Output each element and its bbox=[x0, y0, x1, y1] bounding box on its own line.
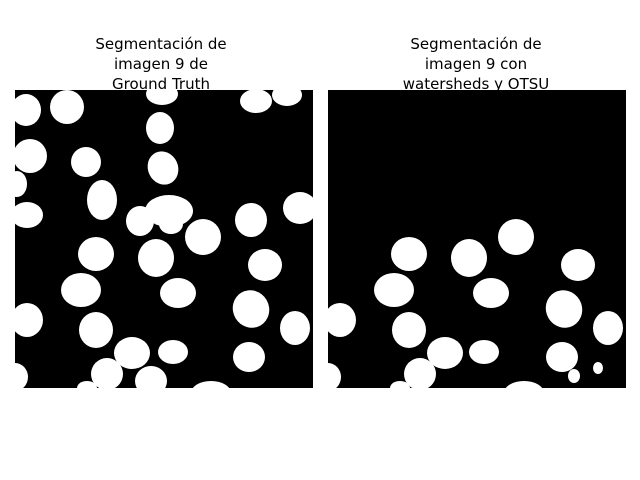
nucleus bbox=[71, 147, 101, 177]
ground-truth-mask bbox=[15, 90, 313, 388]
nucleus bbox=[328, 363, 341, 388]
nucleus bbox=[15, 363, 28, 388]
watershed-otsu-mask bbox=[328, 90, 626, 388]
nucleus bbox=[146, 112, 174, 144]
nucleus bbox=[328, 303, 356, 337]
nucleus bbox=[79, 312, 113, 348]
nucleus bbox=[61, 273, 101, 307]
nucleus bbox=[240, 90, 272, 113]
nucleus bbox=[87, 180, 117, 220]
nucleus bbox=[77, 381, 97, 388]
nucleus bbox=[505, 381, 543, 388]
nucleus bbox=[593, 362, 603, 374]
nucleus bbox=[146, 90, 178, 105]
nucleus bbox=[280, 311, 310, 345]
nucleus bbox=[390, 381, 410, 388]
nucleus bbox=[451, 239, 487, 277]
nucleus bbox=[232, 290, 270, 328]
nucleus bbox=[78, 237, 114, 271]
nucleus bbox=[561, 249, 595, 281]
nucleus bbox=[473, 278, 509, 308]
nucleus bbox=[135, 366, 167, 388]
nucleus bbox=[272, 90, 302, 106]
nucleus bbox=[248, 249, 282, 281]
nucleus bbox=[392, 312, 426, 348]
nucleus bbox=[50, 90, 84, 124]
nucleus bbox=[192, 381, 230, 388]
nucleus bbox=[15, 171, 27, 197]
right-panel-title: Segmentación de imagen 9 con watersheds … bbox=[402, 35, 550, 93]
nucleus bbox=[159, 214, 183, 234]
nucleus bbox=[15, 202, 43, 228]
nucleus bbox=[545, 290, 583, 328]
nucleus bbox=[15, 139, 47, 173]
nucleus bbox=[469, 340, 499, 364]
nucleus bbox=[374, 273, 414, 307]
nucleus bbox=[593, 311, 623, 345]
nucleus bbox=[498, 219, 534, 255]
nucleus bbox=[158, 340, 188, 364]
nucleus bbox=[185, 219, 221, 255]
nucleus bbox=[15, 94, 41, 126]
nucleus bbox=[91, 358, 123, 388]
nucleus bbox=[546, 342, 578, 372]
nucleus bbox=[427, 337, 463, 369]
nucleus bbox=[233, 342, 265, 372]
nucleus bbox=[160, 278, 196, 308]
nucleus bbox=[283, 192, 313, 224]
nucleus bbox=[404, 358, 436, 388]
nucleus bbox=[147, 151, 179, 185]
left-panel-title: Segmentación de imagen 9 de Ground Truth bbox=[95, 35, 227, 93]
nucleus bbox=[568, 369, 580, 383]
nucleus bbox=[15, 303, 43, 337]
nucleus bbox=[114, 337, 150, 369]
nucleus bbox=[391, 237, 427, 271]
nucleus bbox=[138, 239, 174, 277]
nucleus bbox=[235, 203, 267, 237]
